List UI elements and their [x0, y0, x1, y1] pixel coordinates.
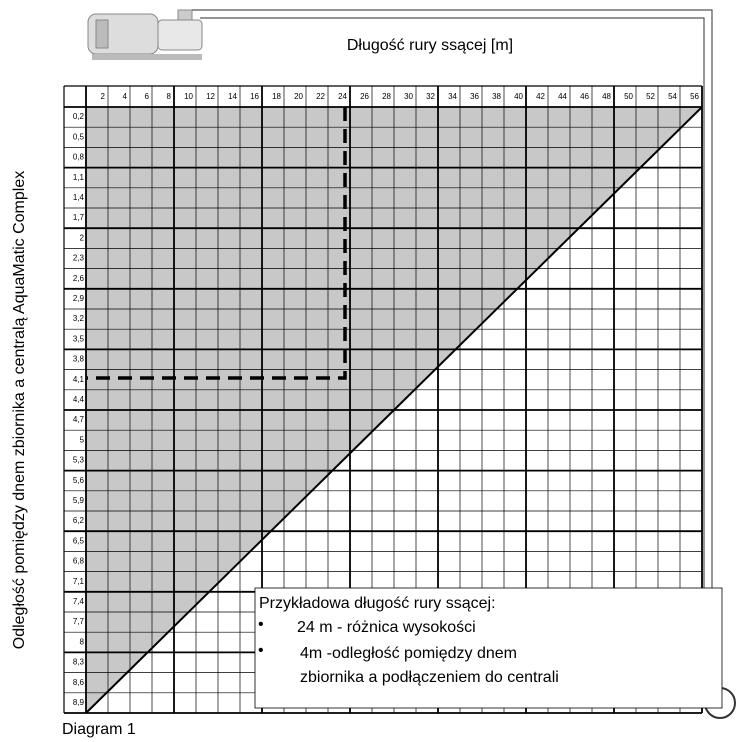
- column-label: 34: [448, 92, 457, 101]
- row-label: 3,5: [73, 334, 85, 343]
- column-label: 30: [404, 92, 413, 101]
- column-label: 54: [668, 92, 677, 101]
- row-label: 7,7: [73, 617, 85, 626]
- column-label: 6: [145, 92, 150, 101]
- diagram: 2468101214161820222426283032343638404244…: [0, 0, 736, 742]
- column-label: 2: [101, 92, 106, 101]
- row-label: 8,6: [73, 678, 85, 687]
- column-label: 20: [294, 92, 303, 101]
- row-label: 5: [80, 435, 85, 444]
- column-label: 28: [382, 92, 391, 101]
- row-label: 5,9: [73, 496, 85, 505]
- column-label: 36: [470, 92, 479, 101]
- row-label: 6,8: [73, 557, 85, 566]
- column-label: 14: [228, 92, 237, 101]
- column-label: 44: [558, 92, 567, 101]
- row-label: 1,4: [73, 193, 85, 202]
- column-label: 26: [360, 92, 369, 101]
- column-label: 22: [316, 92, 325, 101]
- column-label: 18: [272, 92, 281, 101]
- column-label: 38: [492, 92, 501, 101]
- column-label: 4: [123, 92, 128, 101]
- row-label: 8,9: [73, 698, 85, 707]
- title: Długość rury ssącej [m]: [347, 37, 513, 54]
- column-label: 12: [206, 92, 215, 101]
- pump: [88, 10, 202, 60]
- y-axis-label: Odległość pomiędzy dnem zbiornika a cent…: [11, 171, 28, 649]
- row-label: 2,3: [73, 254, 85, 263]
- column-label: 46: [580, 92, 589, 101]
- column-label: 24: [338, 92, 347, 101]
- row-label: 1,7: [73, 213, 85, 222]
- row-label: 0,8: [73, 153, 85, 162]
- example-heading: Przykładowa długość rury ssącej:: [259, 595, 496, 612]
- bullet: •: [258, 616, 264, 633]
- row-label: 4,4: [73, 395, 85, 404]
- row-label: 0,2: [73, 112, 85, 121]
- caption: Diagram 1: [62, 721, 136, 738]
- row-label: 4,7: [73, 415, 85, 424]
- bullet: •: [258, 642, 264, 659]
- column-label: 16: [250, 92, 259, 101]
- column-label: 32: [426, 92, 435, 101]
- column-label: 50: [624, 92, 633, 101]
- column-label: 48: [602, 92, 611, 101]
- row-label: 3,2: [73, 314, 85, 323]
- row-label: 8,3: [73, 658, 85, 667]
- column-label: 10: [184, 92, 193, 101]
- row-label: 7,1: [73, 577, 85, 586]
- row-label: 0,5: [73, 132, 85, 141]
- example-item: 24 m - różnica wysokości: [297, 619, 476, 636]
- row-label: 2,9: [73, 294, 85, 303]
- row-label: 1,1: [73, 173, 85, 182]
- row-label: 2,6: [73, 274, 85, 283]
- example-item: 4m -odległość pomiędzy dnem: [300, 645, 517, 662]
- column-label: 42: [536, 92, 545, 101]
- row-label: 3,8: [73, 355, 85, 364]
- row-label: 5,3: [73, 456, 85, 465]
- row-label: 4,1: [73, 375, 85, 384]
- row-label: 8: [80, 637, 85, 646]
- example-item: zbiornika a podłączeniem do centrali: [300, 669, 559, 686]
- column-label: 52: [646, 92, 655, 101]
- row-label: 5,6: [73, 476, 85, 485]
- row-label: 6,5: [73, 536, 85, 545]
- row-label: 6,2: [73, 516, 85, 525]
- row-label: 7,4: [73, 597, 85, 606]
- row-label: 2: [80, 233, 85, 242]
- column-label: 56: [690, 92, 699, 101]
- column-label: 40: [514, 92, 523, 101]
- column-label: 8: [167, 92, 172, 101]
